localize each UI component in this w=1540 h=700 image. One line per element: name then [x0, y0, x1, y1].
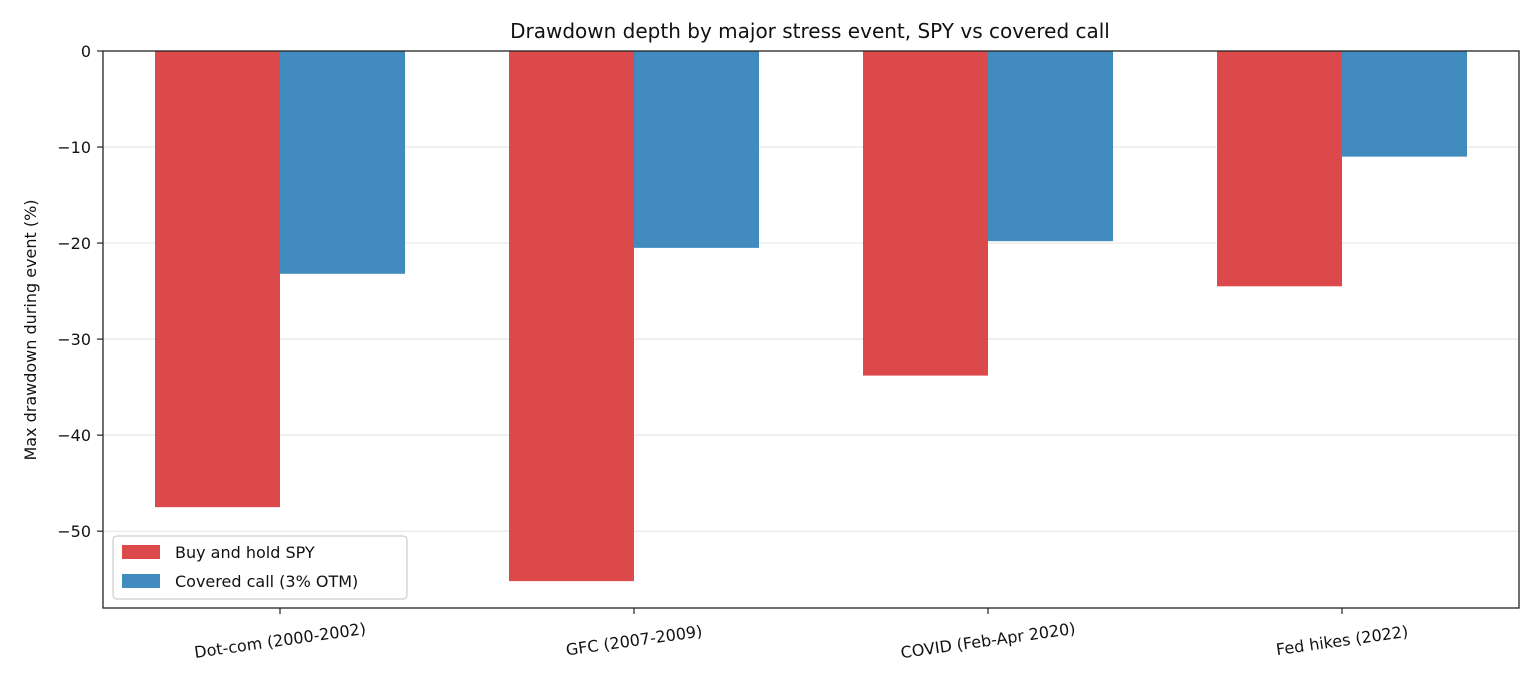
plot-frame: [102, 50, 1520, 609]
legend: Buy and hold SPY Covered call (3% OTM): [112, 535, 408, 600]
chart-title: Drawdown depth by major stress event, SP…: [510, 19, 1110, 43]
bar-covered-call: [988, 51, 1113, 242]
legend-label: Buy and hold SPY: [175, 543, 315, 562]
y-tick-label: −30: [57, 330, 91, 349]
y-tick-label: −10: [57, 138, 91, 157]
bars: [155, 51, 1467, 582]
y-tick-label: −20: [57, 234, 91, 253]
y-tick-label: −40: [57, 426, 91, 445]
legend-label: Covered call (3% OTM): [175, 572, 358, 591]
y-axis-label: Max drawdown during event (%): [21, 199, 40, 460]
bar-covered-call: [1342, 51, 1467, 157]
y-tick-label: 0: [81, 42, 91, 61]
bar-buy-and-hold-spy: [1217, 51, 1342, 287]
y-tick-label: −50: [57, 522, 91, 541]
bar-buy-and-hold-spy: [155, 51, 280, 508]
bar-buy-and-hold-spy: [863, 51, 988, 376]
bar-covered-call: [280, 51, 405, 274]
bar-covered-call: [634, 51, 759, 248]
bar-buy-and-hold-spy: [509, 51, 634, 582]
legend-box: [112, 535, 408, 600]
legend-swatch: [122, 574, 160, 588]
legend-swatch: [122, 545, 160, 559]
